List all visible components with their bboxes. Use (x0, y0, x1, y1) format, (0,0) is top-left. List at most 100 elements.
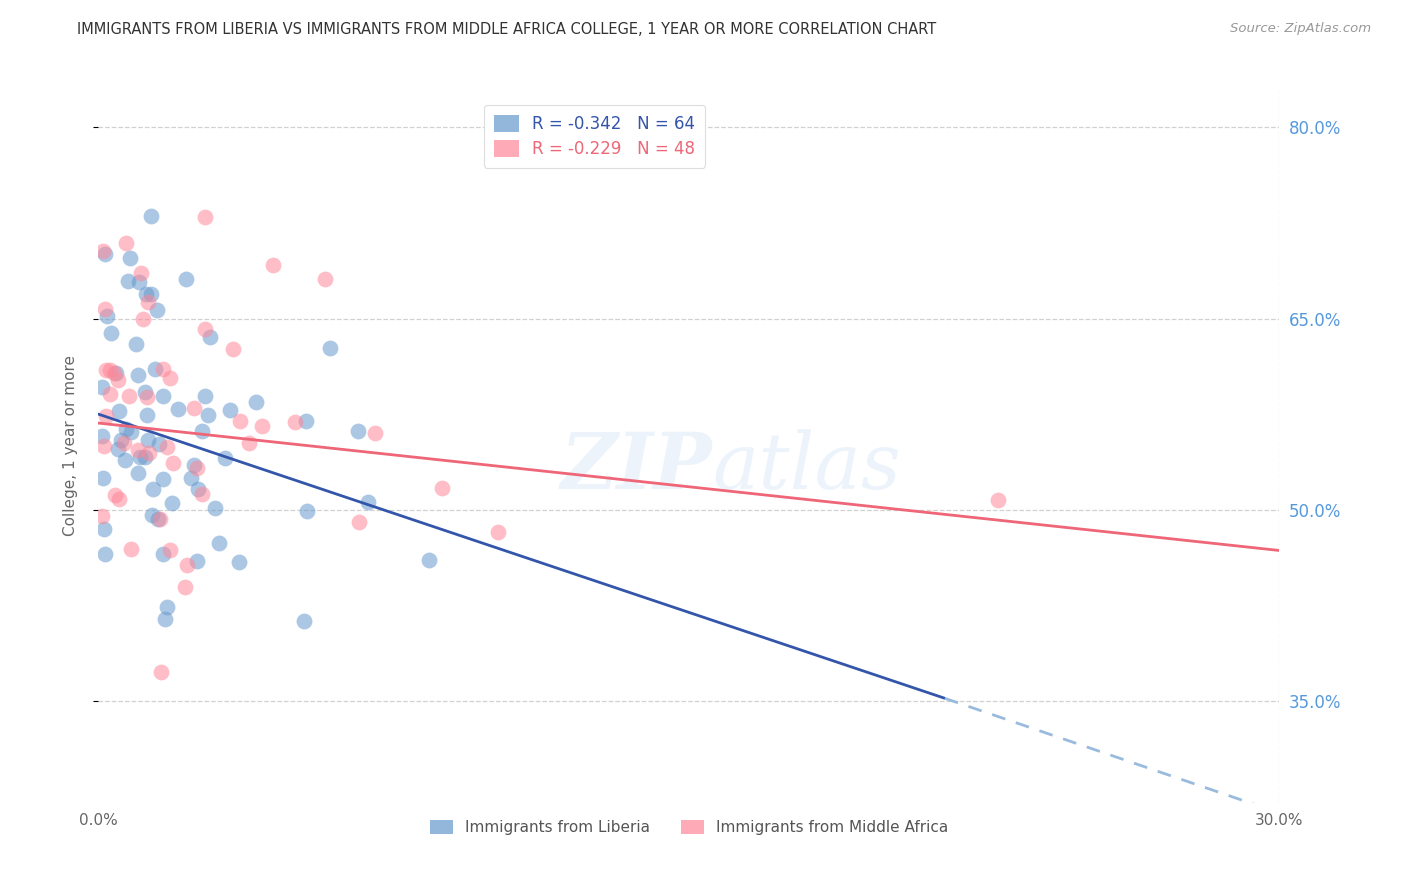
Point (91, 380, 114, 394)
Point (152, 547, 174, 561)
Point (98, 387, 121, 401)
Point (314, 271, 336, 285)
Point (229, 414, 252, 428)
Point (174, 272, 197, 286)
Point (112, 435, 135, 450)
Point (107, 373, 129, 387)
Point (142, 482, 165, 496)
Point (218, 403, 240, 417)
Point (238, 435, 260, 450)
Point (94, 363, 117, 377)
Point (98, 363, 121, 377)
Point (134, 385, 156, 400)
Text: ZIP: ZIP (561, 429, 713, 506)
Point (364, 426, 387, 441)
Point (127, 368, 149, 382)
Point (100, 326, 122, 340)
Point (138, 446, 160, 460)
Point (486, 524, 509, 539)
Point (117, 274, 139, 288)
Point (222, 342, 245, 356)
Text: Source: ZipAtlas.com: Source: ZipAtlas.com (1230, 22, 1371, 36)
Point (91, 429, 114, 443)
Point (156, 440, 179, 454)
Point (108, 491, 131, 506)
Point (162, 456, 184, 470)
Point (96, 309, 118, 323)
Point (103, 366, 125, 380)
Point (114, 236, 136, 251)
Point (120, 251, 142, 265)
Point (987, 493, 1010, 508)
Point (104, 488, 127, 502)
Point (115, 422, 138, 436)
Point (118, 389, 141, 403)
Point (139, 287, 162, 301)
Point (245, 395, 267, 409)
Point (187, 482, 209, 496)
Point (156, 600, 179, 615)
Point (292, 614, 315, 628)
Point (138, 295, 160, 310)
Point (197, 409, 219, 423)
Point (155, 612, 177, 626)
Point (104, 367, 127, 381)
Point (252, 418, 274, 433)
Point (295, 504, 318, 518)
Point (186, 461, 208, 475)
Point (432, 481, 454, 495)
Point (91, 509, 114, 524)
Point (94, 301, 117, 316)
Y-axis label: College, 1 year or more: College, 1 year or more (63, 356, 77, 536)
Point (135, 286, 157, 301)
Point (110, 433, 132, 447)
Point (127, 466, 149, 480)
Point (94, 247, 117, 261)
Point (94, 547, 117, 561)
Point (194, 322, 217, 336)
Point (191, 487, 214, 501)
Point (128, 275, 150, 289)
Point (143, 362, 166, 376)
Point (120, 425, 142, 440)
Point (141, 508, 163, 522)
Point (204, 500, 226, 515)
Point (347, 515, 370, 529)
Point (228, 555, 250, 569)
Point (148, 512, 170, 526)
Point (127, 442, 149, 457)
Point (134, 450, 156, 465)
Point (214, 450, 236, 465)
Point (183, 401, 205, 415)
Point (183, 458, 205, 472)
Point (132, 312, 155, 326)
Point (136, 390, 159, 404)
Point (207, 535, 229, 549)
Point (129, 266, 152, 280)
Point (176, 558, 198, 572)
Point (160, 496, 183, 510)
Text: IMMIGRANTS FROM LIBERIA VS IMMIGRANTS FROM MIDDLE AFRICA COLLEGE, 1 YEAR OR MORE: IMMIGRANTS FROM LIBERIA VS IMMIGRANTS FR… (77, 22, 936, 37)
Point (120, 541, 142, 556)
Point (152, 389, 174, 403)
Point (93, 522, 115, 536)
Point (129, 450, 152, 464)
Point (149, 665, 172, 679)
Point (91, 244, 114, 258)
Point (93, 439, 115, 453)
Point (152, 472, 174, 486)
Point (347, 424, 370, 438)
Text: atlas: atlas (713, 429, 901, 506)
Point (108, 403, 131, 417)
Point (357, 495, 380, 509)
Point (96, 409, 118, 424)
Point (152, 362, 174, 376)
Point (139, 209, 162, 223)
Point (114, 453, 136, 467)
Point (173, 580, 195, 594)
Point (186, 554, 208, 568)
Point (167, 402, 190, 417)
Legend: Immigrants from Liberia, Immigrants from Middle Africa: Immigrants from Liberia, Immigrants from… (423, 814, 955, 841)
Point (319, 341, 342, 355)
Point (159, 370, 181, 384)
